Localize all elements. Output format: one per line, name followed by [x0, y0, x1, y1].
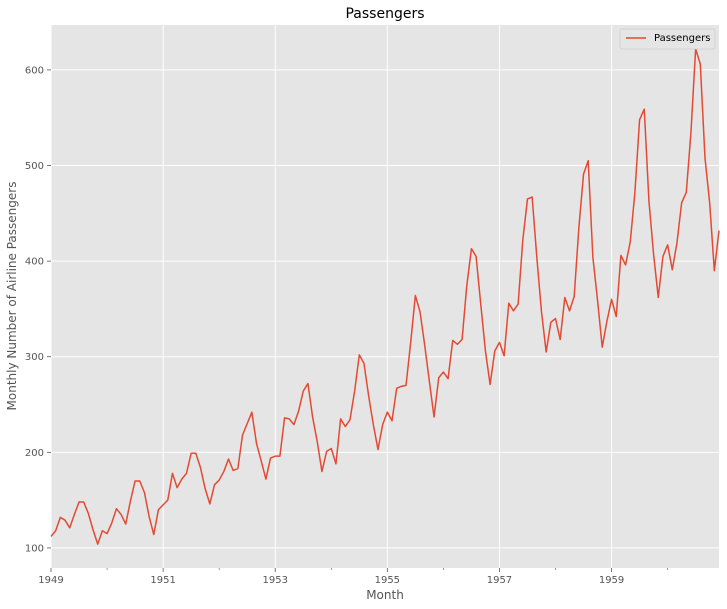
y-tick-label: 400 [25, 257, 44, 268]
grid [50, 25, 719, 568]
y-tick-label: 300 [25, 352, 44, 363]
plot-background [51, 25, 719, 568]
axis-ticks: 100 200 300 400 500 600 1949 1951 1953 1955 1957 19… [25, 65, 668, 586]
x-axis-label: Month [366, 588, 404, 602]
chart-title: Passengers [345, 6, 424, 22]
y-tick-label: 200 [25, 448, 44, 459]
x-tick-label: 1953 [262, 575, 287, 586]
x-tick-label: 1959 [599, 575, 624, 586]
y-tick-label: 600 [25, 65, 44, 76]
x-tick-label: 1957 [487, 575, 512, 586]
legend-box [619, 28, 716, 50]
legend-label: Passengers [654, 33, 710, 44]
x-tick-label: 1955 [375, 575, 400, 586]
series-line-passengers [50, 48, 720, 545]
y-axis-label: Monthly Number of Airline Passengers [5, 182, 19, 411]
y-tick-label: 100 [25, 543, 44, 554]
y-tick-label: 500 [25, 161, 44, 172]
x-tick-label: 1951 [150, 575, 175, 586]
legend: Passengers [619, 28, 716, 50]
x-tick-label: 1949 [38, 575, 63, 586]
